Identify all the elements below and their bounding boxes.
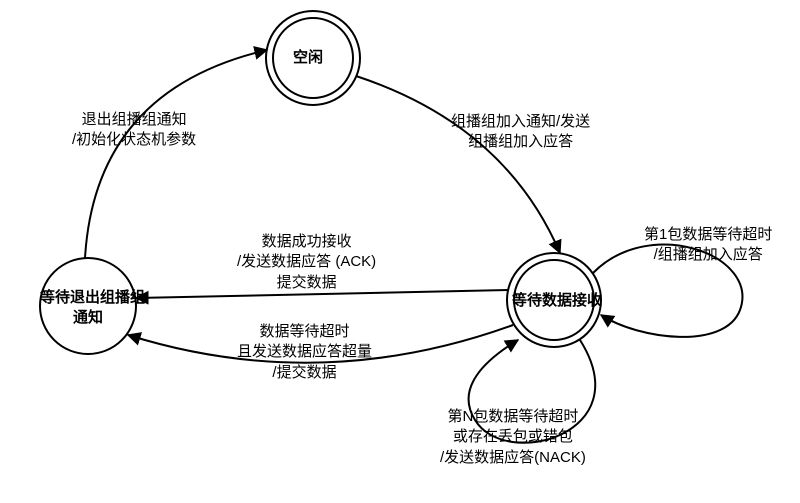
state-wait-recv-label: 等待数据接收 (512, 291, 602, 311)
state-wait-exit-label: 等待退出组播组通知 (40, 288, 136, 329)
edge-idle-to-recv (356, 76, 560, 253)
edge-recv-loop-bottom-label: 第N包数据等待超时或存在丢包或错包/发送数据应答(NACK) (440, 407, 586, 468)
edge-recv-to-exit-top-label: 数据成功接收/发送数据应答 (ACK)提交数据 (237, 232, 376, 293)
edge-recv-to-exit-bottom-label: 数据等待超时且发送数据应答超量/提交数据 (237, 322, 372, 383)
edge-recv-loop-top-label: 第1包数据等待超时/组播组加入应答 (644, 225, 772, 266)
edge-idle-to-recv-label: 组播组加入通知/发送组播组加入应答 (451, 112, 590, 153)
edge-exit-to-idle-label: 退出组播组通知/初始化状态机参数 (72, 110, 196, 151)
state-idle-label: 空闲 (293, 48, 323, 68)
edge-exit-to-idle (85, 50, 267, 258)
